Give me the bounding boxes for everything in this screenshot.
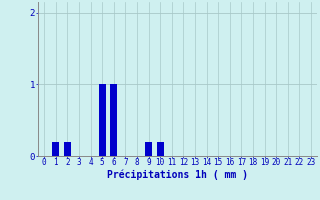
Bar [52,142,59,156]
Bar [64,142,71,156]
X-axis label: Précipitations 1h ( mm ): Précipitations 1h ( mm ) [107,170,248,180]
Bar [157,142,164,156]
Bar [110,84,117,156]
Bar [145,142,152,156]
Bar [99,84,106,156]
